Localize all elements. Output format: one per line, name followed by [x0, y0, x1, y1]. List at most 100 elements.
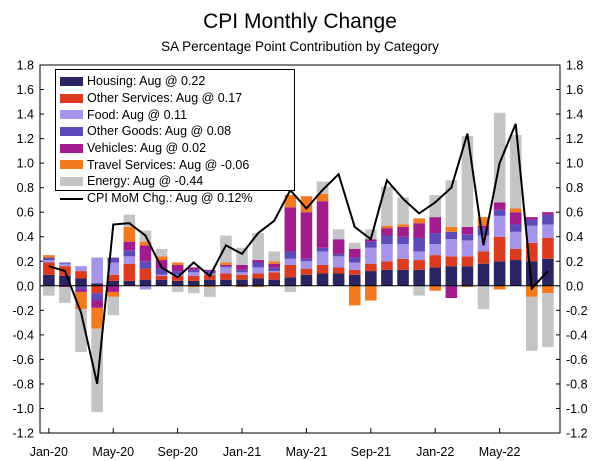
- bar-segment-food: [365, 247, 377, 264]
- bar-segment-travel-services: [461, 285, 474, 288]
- bar-segment-travel-services: [220, 262, 232, 265]
- bar-segment-vehicles: [332, 239, 345, 254]
- y-tick-label-right: 0.6: [566, 206, 583, 220]
- bar-segment-vehicles: [236, 264, 248, 270]
- legend-label: Other Services: Aug @ 0.17: [87, 91, 243, 106]
- chart-title: CPI Monthly Change: [203, 10, 397, 33]
- y-tick-label-left: -0.8: [12, 377, 34, 391]
- bar-segment-travel-services: [91, 307, 103, 329]
- bar-segment-food: [75, 266, 87, 272]
- bar-segment-vehicles: [413, 223, 425, 238]
- bar-segment-vehicles: [252, 260, 264, 263]
- legend-item: Food: Aug @ 0.11: [60, 106, 294, 123]
- bar-segment-energy: [204, 287, 216, 297]
- legend-label: Food: Aug @ 0.11: [87, 107, 188, 122]
- bar-segment-other-goods: [220, 266, 232, 268]
- legend-label: Other Goods: Aug @ 0.08: [87, 124, 232, 139]
- bar-segment-food: [43, 260, 55, 263]
- x-tick-label: Jan-20: [30, 445, 68, 459]
- bar-segment-vehicles: [429, 217, 442, 234]
- x-tick-label: May-22: [479, 445, 521, 459]
- bar-segment-energy: [332, 229, 345, 240]
- y-tick-label-left: -0.2: [12, 304, 34, 318]
- bar-segment-other-goods: [284, 251, 297, 259]
- bar-segment-energy: [284, 285, 297, 292]
- bar-segment-other-services: [75, 271, 87, 279]
- bar-group: [43, 112, 554, 413]
- legend-item: Other Goods: Aug @ 0.08: [60, 123, 294, 140]
- bar-segment-energy: [365, 229, 377, 240]
- bar-segment-other-services: [187, 275, 200, 281]
- bar-segment-other-services: [91, 285, 103, 294]
- bar-segment-travel-services: [75, 291, 87, 310]
- bar-segment-other-services: [43, 262, 55, 275]
- bar-segment-housing: [220, 279, 232, 286]
- bar-segment-vehicles: [59, 285, 71, 288]
- bar-segment-vehicles: [445, 285, 458, 299]
- bar-segment-housing: [236, 279, 248, 286]
- legend-label: Travel Services: Aug @ -0.06: [87, 157, 250, 172]
- bar-segment-energy: [381, 186, 393, 226]
- bar-segment-other-goods: [252, 262, 264, 268]
- bar-segment-food: [284, 258, 297, 265]
- bar-segment-other-goods: [509, 224, 522, 232]
- y-tick-label-right: -1.2: [566, 427, 588, 441]
- bar-segment-food: [268, 271, 281, 273]
- legend-label: Vehicles: Aug @ 0.02: [87, 141, 207, 156]
- bar-segment-other-goods: [123, 250, 136, 257]
- bar-segment-energy: [187, 287, 200, 294]
- bar-segment-food: [236, 272, 248, 275]
- bar-segment-travel-services: [139, 241, 152, 246]
- chart-subtitle: SA Percentage Point Contribution by Cate…: [161, 39, 439, 54]
- bar-segment-other-goods: [139, 261, 152, 269]
- y-tick-label-left: 1.8: [17, 59, 34, 73]
- x-tick-label: Sep-20: [157, 445, 197, 459]
- bar-segment-food: [381, 244, 393, 262]
- bar-segment-energy: [220, 235, 232, 263]
- bar-segment-housing: [332, 273, 345, 286]
- y-tick-label-left: 1.2: [17, 132, 34, 146]
- bar-segment-energy: [526, 296, 538, 351]
- bar-segment-vehicles: [381, 228, 393, 236]
- bar-segment-vehicles: [187, 267, 200, 270]
- y-tick-label-left: -1.0: [12, 402, 34, 416]
- bar-segment-food: [429, 244, 442, 256]
- bar-segment-vehicles: [397, 226, 409, 237]
- bar-segment-travel-services: [397, 224, 409, 227]
- bar-segment-housing: [75, 278, 87, 286]
- bar-segment-energy: [477, 285, 490, 310]
- bar-segment-vehicles: [493, 202, 506, 210]
- legend-label: Housing: Aug @ 0.22: [87, 74, 206, 89]
- bar-segment-energy: [236, 247, 248, 265]
- y-tick-label-right: 0.0: [566, 279, 583, 293]
- bar-segment-other-goods: [91, 293, 103, 301]
- bar-segment-food: [542, 224, 554, 238]
- bar-segment-vehicles: [526, 217, 538, 220]
- bar-segment-housing: [461, 266, 474, 286]
- bar-segment-energy: [123, 214, 136, 227]
- bar-segment-other-goods: [429, 233, 442, 245]
- x-tick-label: May-21: [286, 445, 328, 459]
- bar-segment-energy: [91, 328, 103, 413]
- y-tick-label-right: 0.8: [566, 181, 583, 195]
- bar-segment-energy: [252, 233, 264, 261]
- legend-label: Energy: Aug @ -0.44: [87, 174, 204, 189]
- y-tick-label-right: -1.0: [566, 402, 588, 416]
- bar-segment-other-services: [316, 264, 329, 274]
- bar-segment-other-goods: [332, 253, 345, 257]
- bar-segment-food: [155, 274, 168, 276]
- legend-item: Housing: Aug @ 0.22: [60, 73, 294, 90]
- bar-segment-energy: [461, 136, 474, 227]
- bar-segment-vehicles: [300, 212, 313, 259]
- bar-segment-other-services: [348, 269, 361, 275]
- legend-swatch: [60, 143, 83, 153]
- bar-segment-other-goods: [75, 285, 87, 290]
- bar-segment-housing: [268, 279, 281, 286]
- bar-segment-housing: [59, 275, 71, 286]
- bar-segment-other-goods: [381, 235, 393, 245]
- y-tick-label-left: 1.4: [17, 108, 34, 122]
- bar-segment-travel-services: [526, 285, 538, 297]
- bar-segment-food: [493, 215, 506, 237]
- y-tick-label-left: -1.2: [12, 427, 34, 441]
- bar-segment-food: [461, 240, 474, 257]
